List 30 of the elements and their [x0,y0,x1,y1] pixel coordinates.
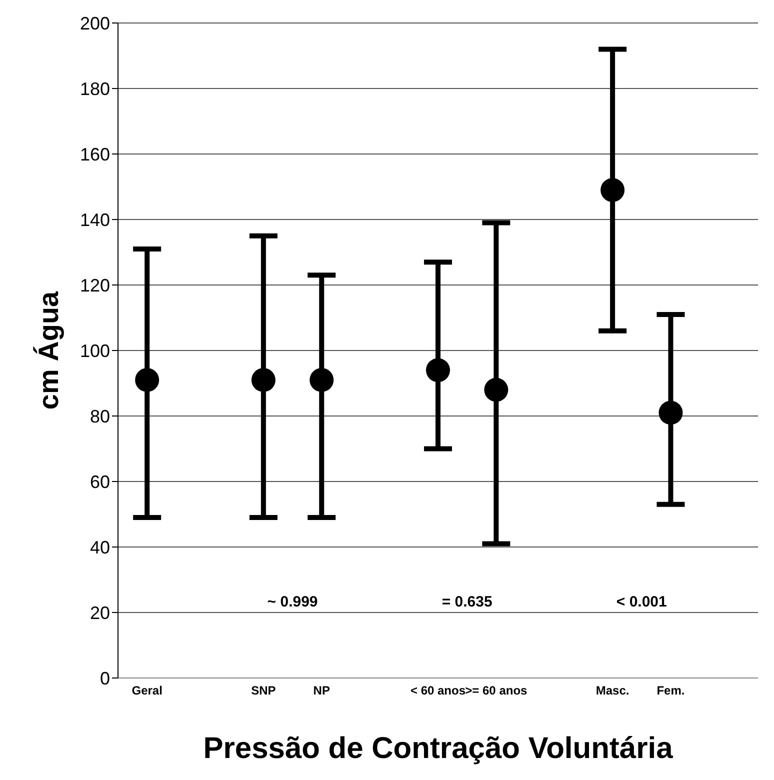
x-tick-label: Masc. [596,684,630,698]
y-tick-label: 200 [80,13,110,34]
y-tick-label: 120 [80,275,110,296]
y-tick-label: 100 [80,340,110,361]
y-tick-label: 20 [90,602,110,623]
x-axis-title: Pressão de Contração Voluntária [203,732,674,765]
x-tick-label: NP [313,684,330,698]
y-tick-label: 180 [80,78,110,99]
annotation: ~ 0.999 [267,594,318,610]
x-tick-label: >= 60 anos [465,684,528,698]
point [484,378,508,402]
x-tick-label: Fem. [656,684,685,698]
point [600,178,625,202]
y-tick-label: 140 [80,210,110,230]
point [426,358,450,382]
y-tick-label: 0 [100,668,110,688]
point [310,368,334,392]
y-tick-label: 160 [80,144,110,164]
annotation: = 0.635 [442,594,492,610]
x-tick-label: < 60 anos [410,684,466,698]
annotation: < 0.001 [616,594,667,610]
y-tick-label: 40 [90,537,110,558]
y-tick-label: 80 [90,406,110,426]
x-tick-label: SNP [251,684,276,698]
x-tick-label: Geral [132,684,162,698]
y-axis-title: cm Água [32,290,64,410]
point [135,368,160,392]
point [658,400,683,425]
y-tick-label: 60 [90,472,110,492]
point [251,368,276,392]
